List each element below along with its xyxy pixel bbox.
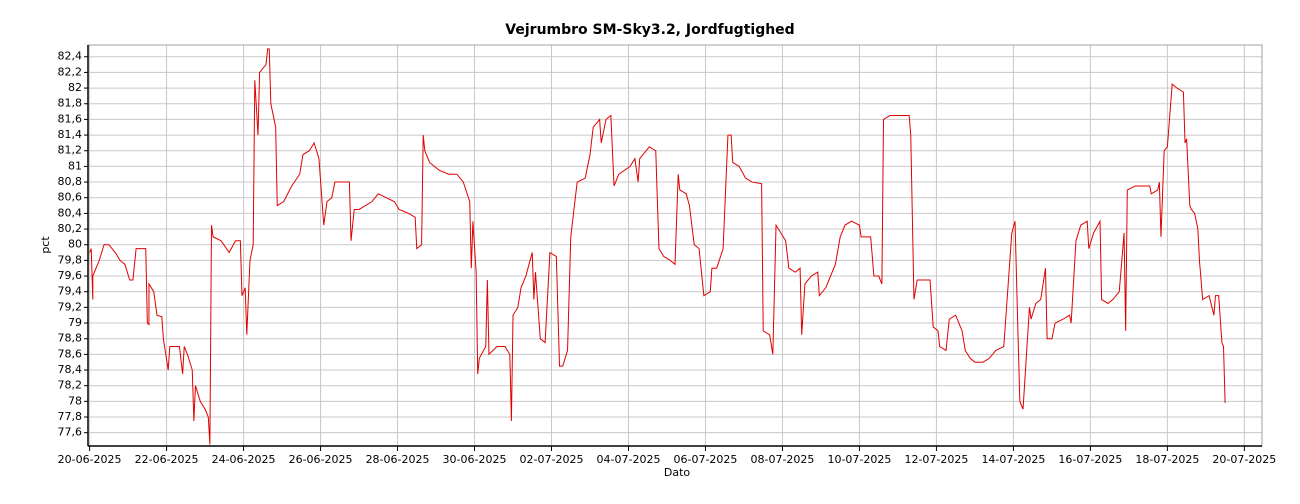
x-tick-label: 16-07-2025 [1058, 453, 1122, 466]
x-tick-label: 08-07-2025 [750, 453, 814, 466]
x-tick-label: 30-06-2025 [443, 453, 507, 466]
plot [89, 48, 1226, 445]
x-tick-label: 04-07-2025 [597, 453, 661, 466]
x-tick-label: 20-07-2025 [1212, 453, 1276, 466]
y-tick-label: 82,4 [58, 50, 83, 63]
y-tick-label: 80,8 [58, 175, 83, 188]
y-tick-label: 81,6 [58, 112, 83, 125]
x-tick-label: 02-07-2025 [520, 453, 584, 466]
y-tick-label: 78,2 [58, 379, 83, 392]
y-tick-label: 78 [68, 394, 82, 407]
y-tick-label: 81,2 [58, 144, 83, 157]
y-tick-label: 77,8 [58, 410, 83, 423]
data-line [89, 48, 1226, 445]
x-tick-label: 24-06-2025 [212, 453, 276, 466]
y-tick-label: 82,2 [58, 65, 83, 78]
y-tick-label: 80,4 [58, 206, 83, 219]
x-tick-label: 22-06-2025 [135, 453, 199, 466]
y-tick-label: 81,4 [58, 128, 83, 141]
y-tick-label: 80 [68, 238, 82, 251]
y-tick-label: 79,8 [58, 253, 83, 266]
x-tick-label: 14-07-2025 [981, 453, 1045, 466]
x-axis-label: Dato [664, 466, 691, 479]
y-tick-label: 79 [68, 316, 82, 329]
x-tick-label: 12-07-2025 [904, 453, 968, 466]
chart-title: Vejrumbro SM-Sky3.2, Jordfugtighed [505, 22, 794, 38]
y-tick-label: 81,8 [58, 97, 83, 110]
y-tick-label: 79,6 [58, 269, 83, 282]
y-tick-label: 79,4 [58, 285, 83, 298]
grid [88, 45, 1262, 446]
x-tick-label: 18-07-2025 [1135, 453, 1199, 466]
x-tick-label: 06-07-2025 [674, 453, 738, 466]
y-tick-label: 77,6 [58, 426, 83, 439]
x-tick-label: 10-07-2025 [827, 453, 891, 466]
y-tick-label: 78,8 [58, 332, 83, 345]
y-tick-label: 78,6 [58, 347, 83, 360]
y-tick-label: 78,4 [58, 363, 83, 376]
y-tick-label: 79,2 [58, 300, 83, 313]
y-tick-label: 80,2 [58, 222, 83, 235]
x-tick-label: 28-06-2025 [366, 453, 430, 466]
x-tick-label: 26-06-2025 [289, 453, 353, 466]
y-axis-label: pct [39, 236, 52, 254]
y-tick-label: 82 [68, 81, 82, 94]
y-tick-label: 81 [68, 159, 82, 172]
x-tick-label: 20-06-2025 [58, 453, 122, 466]
y-tick-label: 80,6 [58, 191, 83, 204]
